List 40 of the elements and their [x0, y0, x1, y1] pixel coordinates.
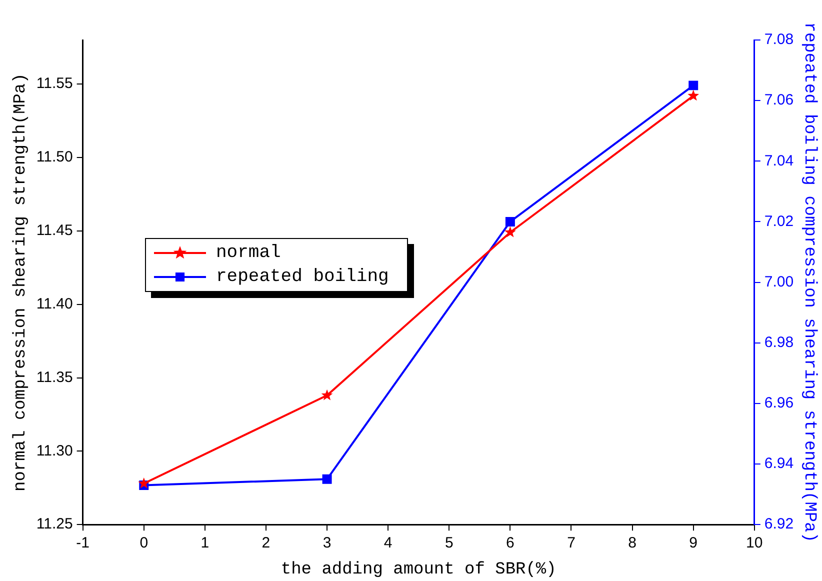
- y2-tick-label: 7.00: [764, 273, 794, 290]
- x-tick-label: 9: [689, 534, 698, 552]
- y-tick-label: 11.25: [36, 516, 73, 533]
- x-tick-label: 10: [746, 534, 763, 552]
- x-tick-label: -1: [76, 534, 90, 552]
- y2-tick-label: 6.92: [764, 516, 794, 533]
- y2-tick-label: 6.98: [764, 334, 794, 352]
- y2-tick-label: 7.06: [764, 92, 794, 109]
- y2-tick-label: 6.94: [764, 455, 794, 472]
- x-tick-label: 1: [200, 534, 210, 552]
- point: [688, 80, 698, 90]
- point: [504, 226, 516, 238]
- y2-axis-title: repeated boiling compression shearing strength(MPa): [799, 22, 818, 542]
- y-tick-label: 11.30: [36, 442, 73, 460]
- legend-label: repeated boiling: [216, 267, 389, 287]
- legend-label: normal: [216, 243, 281, 263]
- y2-tick-label: 7.08: [764, 31, 794, 48]
- y2-tick-label: 7.02: [764, 212, 794, 230]
- y-tick-label: 11.40: [36, 295, 73, 312]
- x-tick-label: 3: [322, 534, 332, 552]
- point: [138, 477, 150, 488]
- point: [505, 216, 515, 226]
- y-tick-label: 11.55: [36, 75, 73, 92]
- point: [688, 90, 700, 101]
- point: [321, 389, 333, 400]
- x-tick-label: 5: [444, 534, 454, 552]
- x-tick-label: 4: [384, 534, 392, 552]
- y-tick-label: 11.50: [36, 148, 73, 166]
- y-tick-label: 11.35: [36, 368, 73, 386]
- x-tick-label: 0: [140, 534, 148, 552]
- x-axis-title: the adding amount of SBR(%): [280, 560, 556, 580]
- y-tick-label: 11.45: [36, 222, 73, 240]
- x-tick-label: 7: [567, 534, 576, 552]
- y2-tick-label: 6.96: [764, 394, 794, 412]
- x-tick-label: 8: [628, 534, 636, 552]
- x-tick-label: 6: [506, 534, 514, 552]
- point: [322, 474, 332, 484]
- y2-tick-label: 7.04: [764, 152, 794, 170]
- y-axis-title: normal compression shearing strength(MPa): [12, 73, 31, 492]
- x-tick-label: 2: [262, 534, 270, 552]
